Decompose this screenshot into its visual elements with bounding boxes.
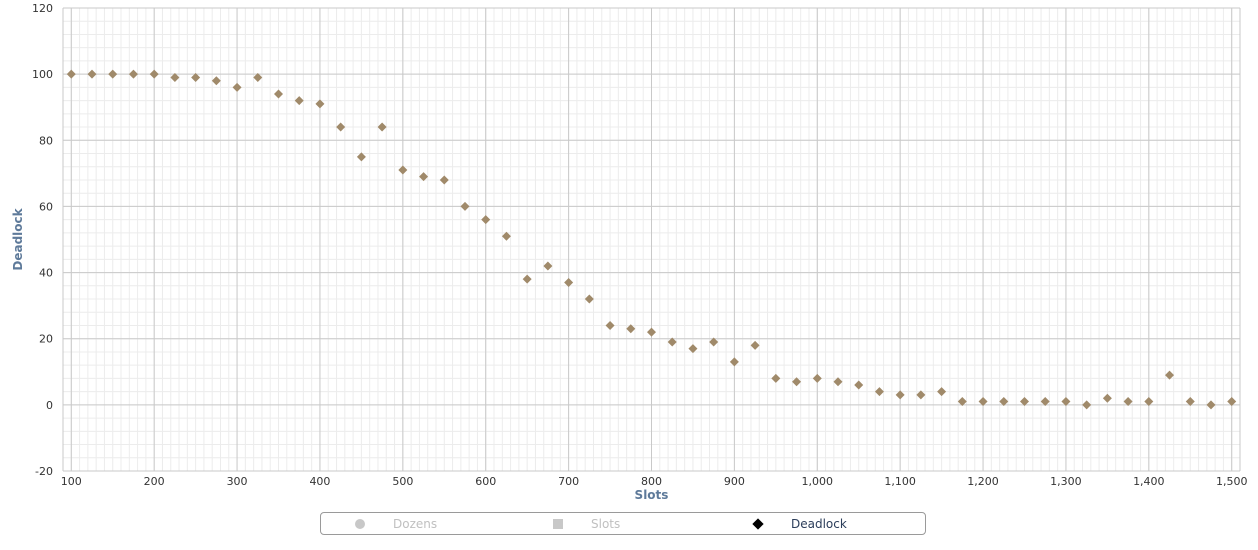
data-point[interactable]	[522, 274, 532, 284]
legend-item-slots[interactable]: Slots	[551, 513, 620, 534]
x-tick-label: 1,400	[1133, 475, 1165, 488]
data-point[interactable]	[895, 390, 905, 400]
x-tick-label: 400	[309, 475, 330, 488]
legend-label-deadlock: Deadlock	[791, 516, 847, 531]
square-icon	[551, 517, 565, 531]
data-point[interactable]	[750, 340, 760, 350]
data-point[interactable]	[398, 165, 408, 175]
x-axis-title: Slots	[635, 488, 669, 502]
data-point[interactable]	[916, 390, 926, 400]
data-point[interactable]	[211, 76, 221, 86]
data-points	[66, 69, 1237, 410]
data-point[interactable]	[66, 69, 76, 79]
data-point[interactable]	[854, 380, 864, 390]
x-tick-label: 300	[227, 475, 248, 488]
x-tick-label: 1,500	[1216, 475, 1248, 488]
data-point[interactable]	[481, 215, 491, 225]
y-tick-label: 40	[39, 267, 53, 280]
data-point[interactable]	[253, 72, 263, 82]
data-point[interactable]	[667, 337, 677, 347]
data-point[interactable]	[792, 377, 802, 387]
x-tick-label: 1,200	[967, 475, 999, 488]
data-point[interactable]	[191, 72, 201, 82]
data-point[interactable]	[1206, 400, 1216, 410]
x-tick-label: 800	[641, 475, 662, 488]
data-point[interactable]	[1061, 397, 1071, 407]
data-point[interactable]	[709, 337, 719, 347]
data-point[interactable]	[1123, 397, 1133, 407]
data-point[interactable]	[377, 122, 387, 132]
data-point[interactable]	[108, 69, 118, 79]
data-point[interactable]	[729, 357, 739, 367]
data-point[interactable]	[1082, 400, 1092, 410]
data-point[interactable]	[812, 373, 822, 383]
data-point[interactable]	[605, 320, 615, 330]
data-point[interactable]	[315, 99, 325, 109]
y-tick-label: 100	[32, 68, 53, 81]
data-point[interactable]	[1144, 397, 1154, 407]
y-tick-label: 60	[39, 200, 53, 213]
data-point[interactable]	[1040, 397, 1050, 407]
data-point[interactable]	[149, 69, 159, 79]
data-point[interactable]	[833, 377, 843, 387]
data-point[interactable]	[564, 277, 574, 287]
data-point[interactable]	[460, 201, 470, 211]
data-point[interactable]	[647, 327, 656, 337]
data-point[interactable]	[170, 72, 180, 82]
data-point[interactable]	[771, 373, 781, 383]
legend-item-deadlock[interactable]: Deadlock	[751, 513, 847, 534]
y-axis-title: Deadlock	[11, 207, 25, 270]
legend-label-dozens: Dozens	[393, 516, 438, 531]
data-point[interactable]	[999, 397, 1009, 407]
data-point[interactable]	[294, 96, 304, 106]
data-point[interactable]	[1227, 397, 1237, 407]
data-point[interactable]	[1185, 397, 1195, 407]
data-point[interactable]	[1019, 397, 1029, 407]
legend-item-dozens[interactable]: Dozens	[353, 513, 437, 534]
data-point[interactable]	[439, 175, 449, 185]
circle-icon	[353, 517, 367, 531]
x-tick-label: 1,300	[1050, 475, 1082, 488]
y-tick-label: -20	[35, 465, 53, 478]
data-point[interactable]	[336, 122, 346, 132]
x-tick-label: 500	[392, 475, 413, 488]
y-axis-ticks: -20 0 20 40 60 80 100 120	[32, 2, 53, 478]
data-point[interactable]	[978, 397, 988, 407]
y-tick-label: 0	[46, 399, 53, 412]
data-point[interactable]	[1102, 393, 1112, 403]
x-tick-label: 700	[558, 475, 579, 488]
data-point[interactable]	[874, 387, 884, 397]
data-point[interactable]	[128, 69, 138, 79]
x-tick-label: 1,000	[802, 475, 834, 488]
data-point[interactable]	[937, 387, 947, 397]
x-axis-ticks: 100 200 300 400 500 600 700 800 900 1,000 1,100 1,2…	[61, 475, 1248, 488]
data-point[interactable]	[87, 69, 97, 79]
data-point[interactable]	[626, 324, 636, 334]
data-point[interactable]	[957, 397, 967, 407]
x-tick-label: 200	[144, 475, 165, 488]
diamond-icon	[751, 517, 765, 531]
x-tick-label: 1,100	[884, 475, 916, 488]
x-tick-label: 600	[475, 475, 496, 488]
legend-label-slots: Slots	[591, 516, 621, 531]
y-tick-label: 80	[39, 134, 53, 147]
data-point[interactable]	[501, 231, 511, 241]
y-tick-label: 120	[32, 2, 53, 15]
x-tick-label: 100	[61, 475, 82, 488]
x-tick-label: 900	[724, 475, 745, 488]
data-point[interactable]	[688, 344, 698, 354]
data-point[interactable]	[232, 82, 242, 92]
data-point[interactable]	[543, 261, 553, 271]
y-tick-label: 20	[39, 333, 53, 346]
data-point[interactable]	[584, 294, 594, 304]
data-point[interactable]	[1165, 370, 1175, 380]
legend: Dozens Slots Deadlock	[320, 512, 926, 535]
data-point[interactable]	[419, 172, 429, 182]
data-point[interactable]	[356, 152, 366, 162]
data-point[interactable]	[274, 89, 284, 99]
